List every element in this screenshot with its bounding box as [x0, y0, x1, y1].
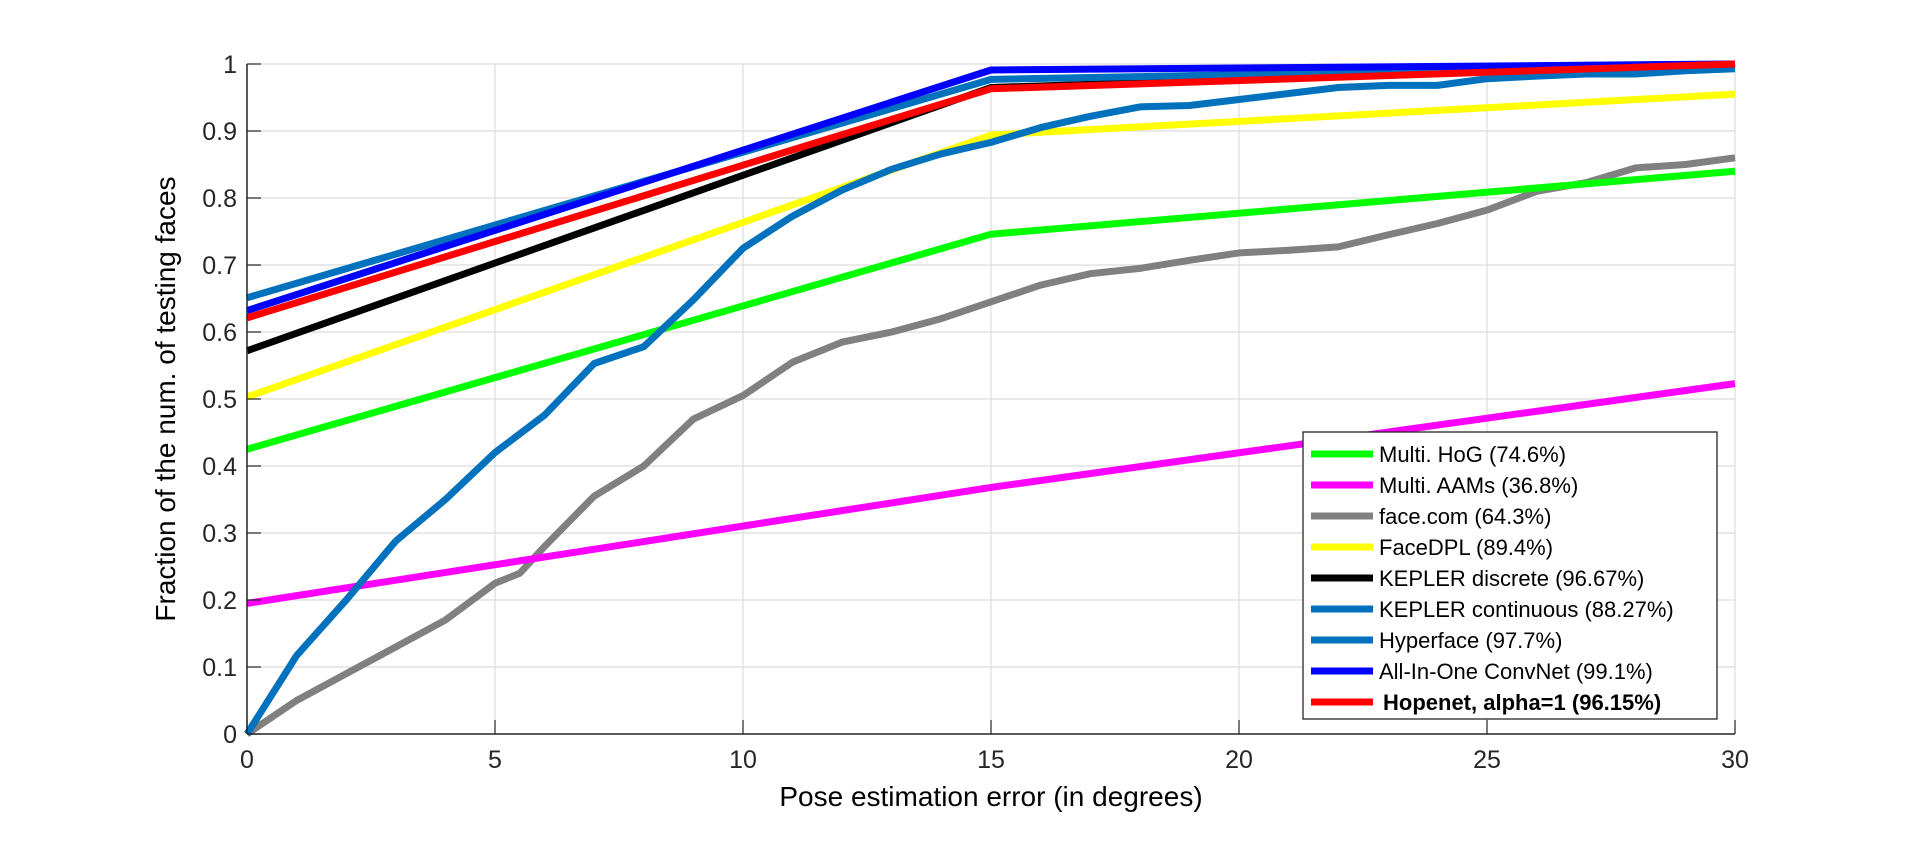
- legend-label: KEPLER continuous (88.27%): [1379, 597, 1674, 622]
- y-tick-label: 0: [223, 721, 237, 749]
- series-line-facedpl: [245, 90, 1736, 401]
- series-line-hopenet: [245, 60, 1736, 322]
- grid: [246, 63, 1736, 735]
- y-tick-label: 0.3: [202, 520, 237, 548]
- legend-label: KEPLER discrete (96.67%): [1379, 566, 1644, 591]
- x-tick-label: 20: [1225, 746, 1253, 774]
- series-line-multi: [246, 380, 1736, 607]
- x-tick-label: 5: [488, 746, 502, 774]
- axes: 0 5 10 15 20 25 30 0 0.1 0.2 0.3 0.4 0.5 0.6 0.7 0.8 0.9…: [202, 51, 1749, 774]
- y-tick-label: 1: [223, 51, 237, 79]
- series-line-multi: [246, 167, 1736, 453]
- y-tick-label: 0.1: [202, 654, 237, 682]
- legend-label: Hopenet, alpha=1 (96.15%): [1383, 690, 1661, 715]
- series-line-facecom: [245, 154, 1736, 737]
- legend-label: Multi. HoG (74.6%): [1379, 442, 1566, 467]
- y-tick-label: 0.6: [202, 319, 237, 347]
- series-line-kepler: [244, 65, 1736, 736]
- y-tick-label: 0.8: [202, 185, 237, 213]
- x-tick-label: 25: [1473, 746, 1501, 774]
- x-tick-label: 10: [729, 746, 757, 774]
- legend-label: FaceDPL (89.4%): [1379, 535, 1553, 560]
- y-tick-label: 0.5: [202, 386, 237, 414]
- y-tick-label: 0.7: [202, 252, 237, 280]
- series-line-allinone: [245, 60, 1736, 314]
- y-axis-label: Fraction of the num. of testing faces: [150, 176, 181, 621]
- legend-label: Hyperface (97.7%): [1379, 628, 1562, 653]
- legend-label: Multi. AAMs (36.8%): [1379, 473, 1578, 498]
- y-tick-label: 0.2: [202, 587, 237, 615]
- legend-label: face.com (64.3%): [1379, 504, 1551, 529]
- x-tick-label: 30: [1721, 746, 1749, 774]
- y-tick-label: 0.9: [202, 118, 237, 146]
- y-tick-label: 0.4: [202, 453, 237, 481]
- legend-label: All-In-One ConvNet (99.1%): [1379, 659, 1653, 684]
- x-axis-label: Pose estimation error (in degrees): [779, 781, 1202, 812]
- legend: Multi. HoG (74.6%) Multi. AAMs (36.8%) fac…: [1302, 431, 1718, 720]
- x-tick-label: 0: [240, 746, 254, 774]
- series-lines: [244, 60, 1736, 737]
- x-tick-label: 15: [977, 746, 1005, 774]
